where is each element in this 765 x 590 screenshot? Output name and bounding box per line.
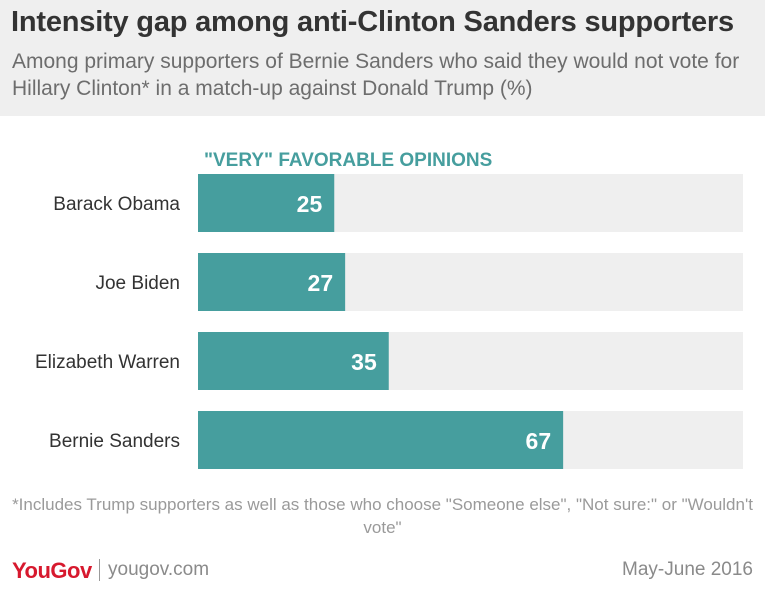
footer: YouGov yougov.com May-June 2016: [0, 556, 765, 586]
series-label: "VERY" FAVORABLE OPINIONS: [204, 150, 492, 171]
chart-subtitle: Among primary supporters of Bernie Sande…: [12, 50, 740, 100]
bar: [198, 411, 564, 469]
category-label: Elizabeth Warren: [35, 352, 180, 373]
chart-title: Intensity gap among anti-Clinton Sanders…: [11, 6, 734, 38]
survey-date: May-June 2016: [622, 559, 753, 580]
category-label: Bernie Sanders: [49, 431, 180, 452]
data-label: 25: [297, 191, 323, 217]
category-label: Joe Biden: [95, 273, 180, 294]
data-label: 27: [308, 270, 334, 296]
data-label: 35: [351, 349, 377, 375]
bar: [198, 253, 346, 311]
footnote: *Includes Trump supporters as well as th…: [12, 495, 753, 537]
yougov-logo: YouGov: [12, 558, 92, 583]
chart-header: Intensity gap among anti-Clinton Sanders…: [0, 0, 765, 116]
bar: [198, 332, 389, 390]
logo-divider: [99, 559, 100, 581]
bar: [198, 174, 335, 232]
data-label: 67: [526, 428, 552, 454]
category-label: Barack Obama: [53, 194, 180, 215]
site-url: yougov.com: [108, 559, 210, 580]
